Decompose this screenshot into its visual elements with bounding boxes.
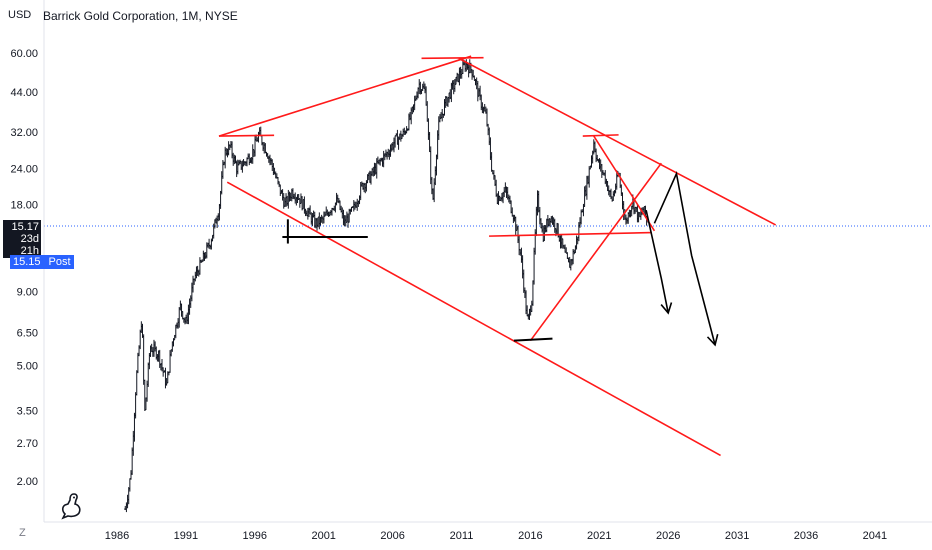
trendline (582, 134, 619, 137)
last-price-value: 15.17 (11, 221, 39, 233)
y-tick-label: 3.50 (17, 406, 38, 418)
x-tick-label: 2006 (380, 530, 404, 542)
candle (142, 334, 145, 385)
y-tick-label: 5.00 (17, 361, 38, 373)
x-tick-label: 2011 (450, 530, 474, 542)
trendline (593, 135, 656, 232)
timezone-label[interactable]: Z (19, 527, 26, 539)
post-price-value: 15.15 (13, 256, 41, 268)
forecast-arrow (645, 210, 673, 315)
x-tick-label: 1991 (174, 530, 198, 542)
post-market-badge: 15.15 Post (10, 255, 74, 269)
trendlines (218, 55, 777, 457)
trendline (458, 57, 777, 226)
x-tick-label: 2036 (794, 530, 818, 542)
last-price-badge: 15.17 23d 21h (3, 220, 41, 258)
forecast-arrow (653, 170, 719, 347)
currency-label[interactable]: USD (8, 9, 32, 21)
tradingview-logo-icon (60, 492, 84, 525)
bar-countdown: 23d 21h (20, 233, 39, 257)
x-tick-label: 2021 (587, 530, 611, 542)
y-tick-label: 9.00 (17, 287, 38, 299)
y-tick-label: 2.00 (17, 476, 38, 488)
trendline (489, 231, 652, 237)
support-marker (513, 337, 553, 342)
time-axis[interactable]: 1986 1991 1996 2001 2006 2011 2016 2021 2026 2031… (44, 521, 932, 542)
y-tick-label: 18.00 (10, 200, 38, 212)
y-tick-label: 60.00 (10, 48, 38, 60)
y-tick-label: 32.00 (10, 127, 38, 139)
post-label: Post (48, 256, 71, 268)
y-tick-label: 2.70 (17, 438, 38, 450)
x-tick-label: 2016 (518, 530, 542, 542)
x-tick-label: 1986 (105, 530, 129, 542)
candle (135, 370, 138, 396)
trendline (218, 55, 472, 137)
x-tick-label: 1996 (243, 530, 267, 542)
x-tick-label: 2031 (725, 530, 749, 542)
y-tick-label: 44.00 (10, 87, 38, 99)
trendline (226, 181, 721, 457)
x-tick-label: 2001 (311, 530, 335, 542)
x-tick-label: 2026 (656, 530, 680, 542)
trendline (529, 162, 662, 342)
x-tick-label: 2041 (863, 530, 887, 542)
chart-title: Barrick Gold Corporation, 1M, NYSE (43, 9, 238, 23)
trendline (218, 134, 275, 137)
candles (124, 58, 648, 513)
trendline (421, 56, 484, 60)
y-tick-label: 6.50 (17, 328, 38, 340)
y-tick-label: 24.00 (10, 163, 38, 175)
